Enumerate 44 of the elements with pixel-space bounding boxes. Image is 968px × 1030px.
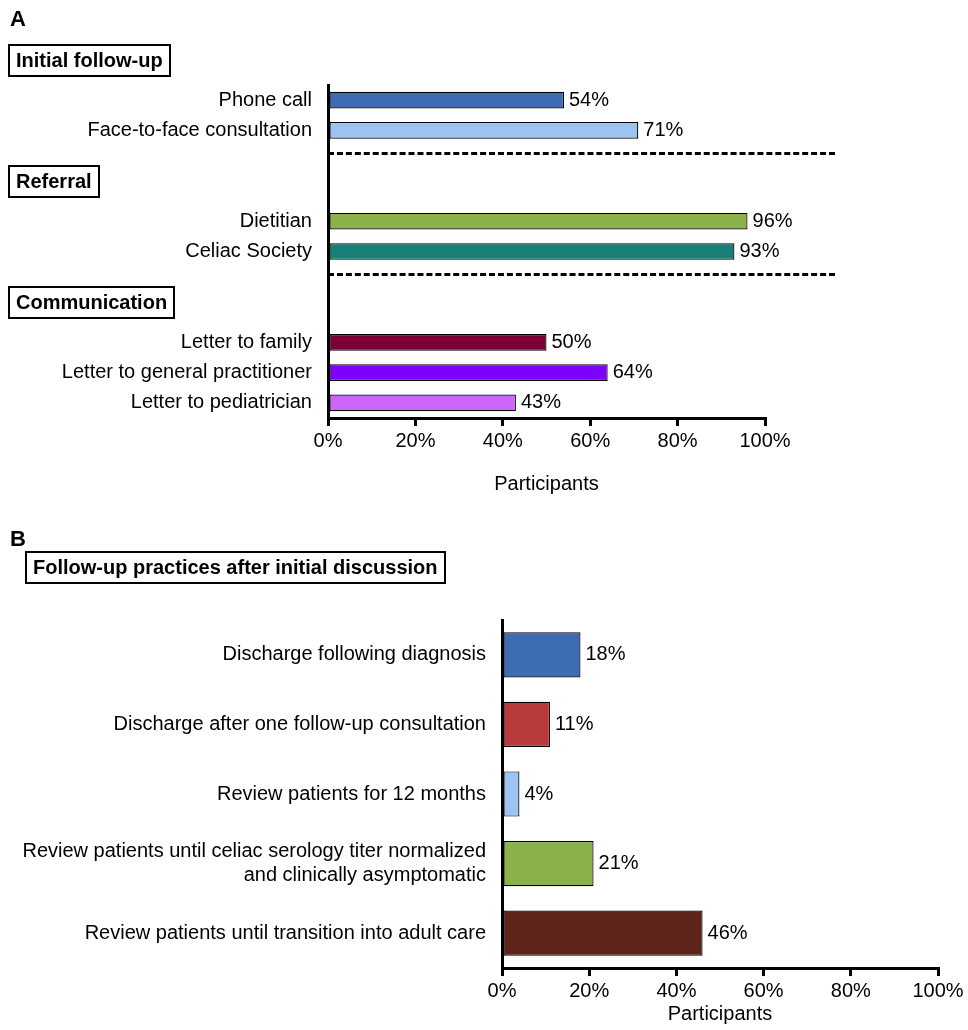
data-label: 54% <box>568 87 610 110</box>
y-tick-label: Celiac Society <box>185 239 312 262</box>
text: Follow-up practices after initial discussion <box>25 550 446 584</box>
data-label: 18% <box>585 642 626 665</box>
data-label: 71% <box>643 117 684 140</box>
y-tick-label: Review patients for 12 months <box>216 781 486 804</box>
x-tick-label: 60% <box>743 978 784 1001</box>
x-tick-label: 80% <box>830 978 872 1001</box>
y-tick-label: Review patients until transition into adult care <box>84 920 486 943</box>
data-label: 43% <box>520 390 562 413</box>
x-tick-label: 0% <box>313 428 343 451</box>
data-label: 4% <box>524 781 554 804</box>
data-label: 64% <box>612 360 653 383</box>
x-tick-label: 20% <box>569 978 610 1001</box>
text: B <box>10 526 26 552</box>
y-tick-label: Discharge following diagnosis <box>222 642 486 665</box>
y-tick-label: Review patients until celiac serology titer normalized and clinically asymptomatic <box>22 839 486 886</box>
data-label: 50% <box>551 329 592 352</box>
data-label: 96% <box>752 208 793 231</box>
text: Communication <box>8 286 176 320</box>
text: Referral <box>8 165 100 199</box>
text: A <box>10 6 26 32</box>
x-tick-label: 40% <box>656 978 697 1001</box>
y-tick-label: Phone call <box>218 87 312 110</box>
x-axis-title: Participants <box>667 1001 773 1024</box>
y-tick-label: Dietitian <box>239 208 312 231</box>
x-tick-label: 100% <box>912 978 964 1001</box>
data-label: 46% <box>707 920 748 943</box>
y-tick-label: Letter to general practitioner <box>61 360 313 383</box>
x-tick-label: 40% <box>482 428 524 451</box>
y-tick-label: Face-to-face consultation <box>87 117 312 140</box>
x-tick-label: 60% <box>570 428 611 451</box>
data-label: 21% <box>598 851 639 874</box>
x-tick-label: 80% <box>657 428 698 451</box>
y-tick-label: Discharge after one follow-up consultation <box>113 711 486 734</box>
x-tick-label: 0% <box>487 978 517 1001</box>
data-label: 93% <box>739 239 780 262</box>
text: Initial follow-up <box>8 44 171 78</box>
data-label: 11% <box>554 711 594 734</box>
y-tick-label: Letter to family <box>180 329 312 352</box>
y-tick-label: Letter to pediatrician <box>130 390 312 413</box>
x-tick-label: 20% <box>395 428 436 451</box>
x-axis-title: Participants <box>494 471 599 494</box>
x-tick-label: 100% <box>739 428 791 451</box>
